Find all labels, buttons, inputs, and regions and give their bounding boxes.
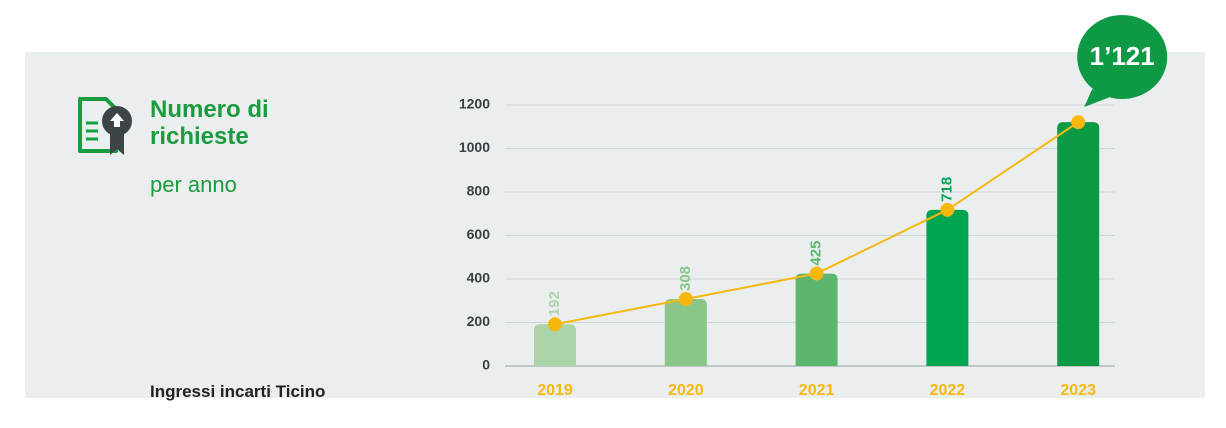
point <box>940 202 955 217</box>
bar <box>926 209 969 366</box>
value-label: 192 <box>546 291 563 316</box>
callout <box>1084 89 1111 107</box>
bar <box>1057 122 1100 367</box>
bar <box>534 324 576 366</box>
y-tick-label: 1000 <box>459 139 490 155</box>
point <box>548 317 562 332</box>
callout <box>1077 15 1168 99</box>
point <box>678 292 693 307</box>
y-tick-label: 600 <box>467 226 491 242</box>
value-label: 718 <box>938 177 955 202</box>
value-label: 308 <box>677 266 694 291</box>
x-tick-label: 2019 <box>537 382 573 399</box>
y-tick-label: 800 <box>467 183 491 199</box>
x-tick-label: 2021 <box>799 382 835 399</box>
bar <box>795 273 838 366</box>
bar <box>664 299 707 366</box>
caption: Ingressi incarti Ticino <box>150 382 326 401</box>
point <box>809 266 824 281</box>
y-tick-label: 0 <box>482 357 490 373</box>
icon <box>78 97 132 155</box>
value-label: 425 <box>808 241 825 266</box>
title: Numero di richieste <box>150 96 269 150</box>
x-tick-label: 2020 <box>668 382 704 399</box>
y-tick-label: 200 <box>467 313 491 329</box>
y-tick-label: 400 <box>467 270 491 286</box>
x-tick-label: 2023 <box>1060 382 1096 399</box>
card <box>25 52 1205 398</box>
x-tick-label: 2022 <box>930 382 966 399</box>
subtitle: per anno <box>150 172 237 197</box>
point <box>1071 115 1086 130</box>
y-tick-label: 1200 <box>459 96 490 112</box>
value-label: 1’121 <box>1090 41 1155 71</box>
